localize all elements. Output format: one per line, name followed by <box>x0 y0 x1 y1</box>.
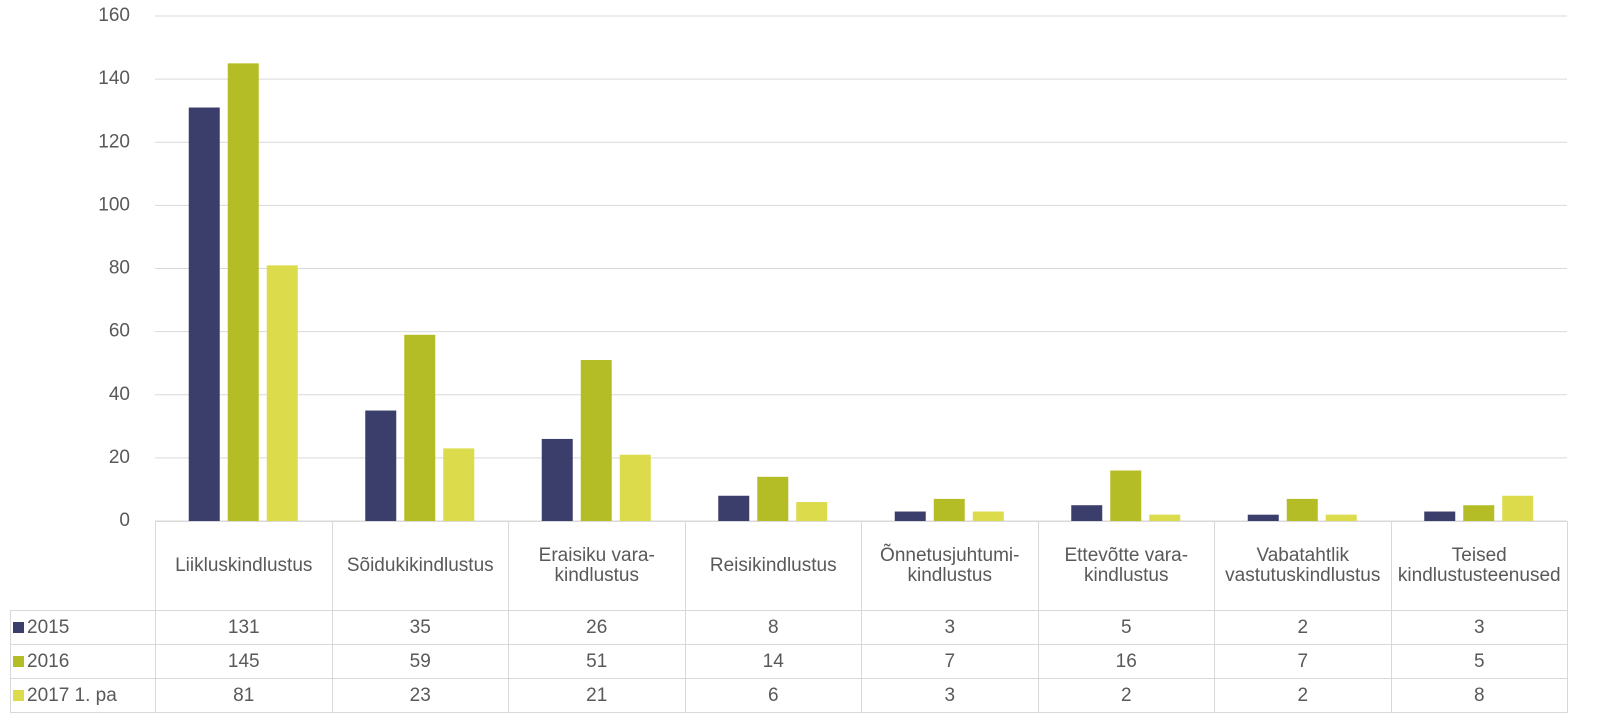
bar <box>1110 470 1142 521</box>
legend-swatch <box>13 655 24 667</box>
category-label: Õnnetusjuhtumi-kindlustus <box>861 521 1039 611</box>
bar <box>188 107 220 521</box>
value-cell: 21 <box>508 678 686 713</box>
y-tick-label: 120 <box>98 131 130 152</box>
y-tick-label: 160 <box>98 5 130 26</box>
value-cell: 8 <box>684 610 862 645</box>
series-name: 2016 <box>10 644 156 679</box>
y-tick-label: 140 <box>98 68 130 89</box>
value-cell: 3 <box>861 678 1039 713</box>
value-cell: 5 <box>1037 610 1215 645</box>
y-tick-label: 20 <box>109 447 130 468</box>
data-table: Liikluskindlustus Sõidukikindlustus Eraisi… <box>10 521 1568 713</box>
bar <box>1502 495 1534 521</box>
y-tick-label: 60 <box>109 321 130 342</box>
value-cell: 7 <box>861 644 1039 679</box>
category-label: Sõidukikindlustus <box>331 521 509 611</box>
category-label: Eraisiku vara-kindlustus <box>508 521 686 611</box>
bar <box>541 438 573 521</box>
value-cell: 6 <box>684 678 862 713</box>
bar <box>1071 505 1103 521</box>
legend-swatch <box>13 621 24 633</box>
value-cell: 3 <box>1390 610 1568 645</box>
category-label: Teised kindlustusteenused <box>1390 521 1568 611</box>
bar <box>972 511 1004 521</box>
legend-label: 2016 <box>27 650 70 672</box>
y-tick-label: 0 <box>119 510 130 531</box>
bar <box>227 63 259 521</box>
bar <box>580 360 612 521</box>
category-label: Reisikindlustus <box>684 521 862 611</box>
bar <box>796 502 828 521</box>
value-cell: 3 <box>861 610 1039 645</box>
bar <box>266 265 298 521</box>
legend-label: 2017 1. pa <box>27 684 117 706</box>
bar <box>894 511 926 521</box>
series-name: 2015 <box>10 610 156 645</box>
value-cell: 131 <box>155 610 333 645</box>
y-tick-label: 40 <box>109 384 130 405</box>
series-name: 2017 1. pa <box>10 678 156 713</box>
bar <box>1325 514 1357 521</box>
bar <box>757 476 789 521</box>
value-cell: 2 <box>1214 610 1392 645</box>
value-cell: 7 <box>1214 644 1392 679</box>
value-cell: 26 <box>508 610 686 645</box>
bar <box>1286 498 1318 521</box>
value-cell: 59 <box>331 644 509 679</box>
bar <box>619 454 651 521</box>
value-cell: 145 <box>155 644 333 679</box>
value-cell: 51 <box>508 644 686 679</box>
bar <box>1463 505 1495 521</box>
category-label: Ettevõtte vara-kindlustus <box>1037 521 1215 611</box>
value-cell: 23 <box>331 678 509 713</box>
bar <box>1247 514 1279 521</box>
value-cell: 2 <box>1037 678 1215 713</box>
value-cell: 35 <box>331 610 509 645</box>
bar <box>718 495 750 521</box>
value-cell: 81 <box>155 678 333 713</box>
value-cell: 14 <box>684 644 862 679</box>
series-row: 2015 131 35 26 8 3 5 2 3 <box>10 610 1568 645</box>
value-cell: 5 <box>1390 644 1568 679</box>
bar <box>404 334 436 521</box>
corner <box>10 521 156 611</box>
series-row: 2016 145 59 51 14 7 16 7 5 <box>10 644 1568 679</box>
value-cell: 16 <box>1037 644 1215 679</box>
category-label: Vabatahtlik vastutuskindlustus <box>1214 521 1392 611</box>
category-label: Liikluskindlustus <box>155 521 333 611</box>
bar <box>443 448 475 521</box>
series-row: 2017 1. pa 81 23 21 6 3 2 2 8 <box>10 678 1568 713</box>
legend-swatch <box>13 689 24 701</box>
header-row: Liikluskindlustus Sõidukikindlustus Eraisi… <box>10 521 1568 611</box>
bar <box>933 498 965 521</box>
y-tick-label: 80 <box>109 258 130 279</box>
bar <box>1149 514 1181 521</box>
value-cell: 2 <box>1214 678 1392 713</box>
bar <box>365 410 397 521</box>
legend-label: 2015 <box>27 616 70 638</box>
y-tick-label: 100 <box>98 194 130 215</box>
value-cell: 8 <box>1390 678 1568 713</box>
bar <box>1424 511 1456 521</box>
